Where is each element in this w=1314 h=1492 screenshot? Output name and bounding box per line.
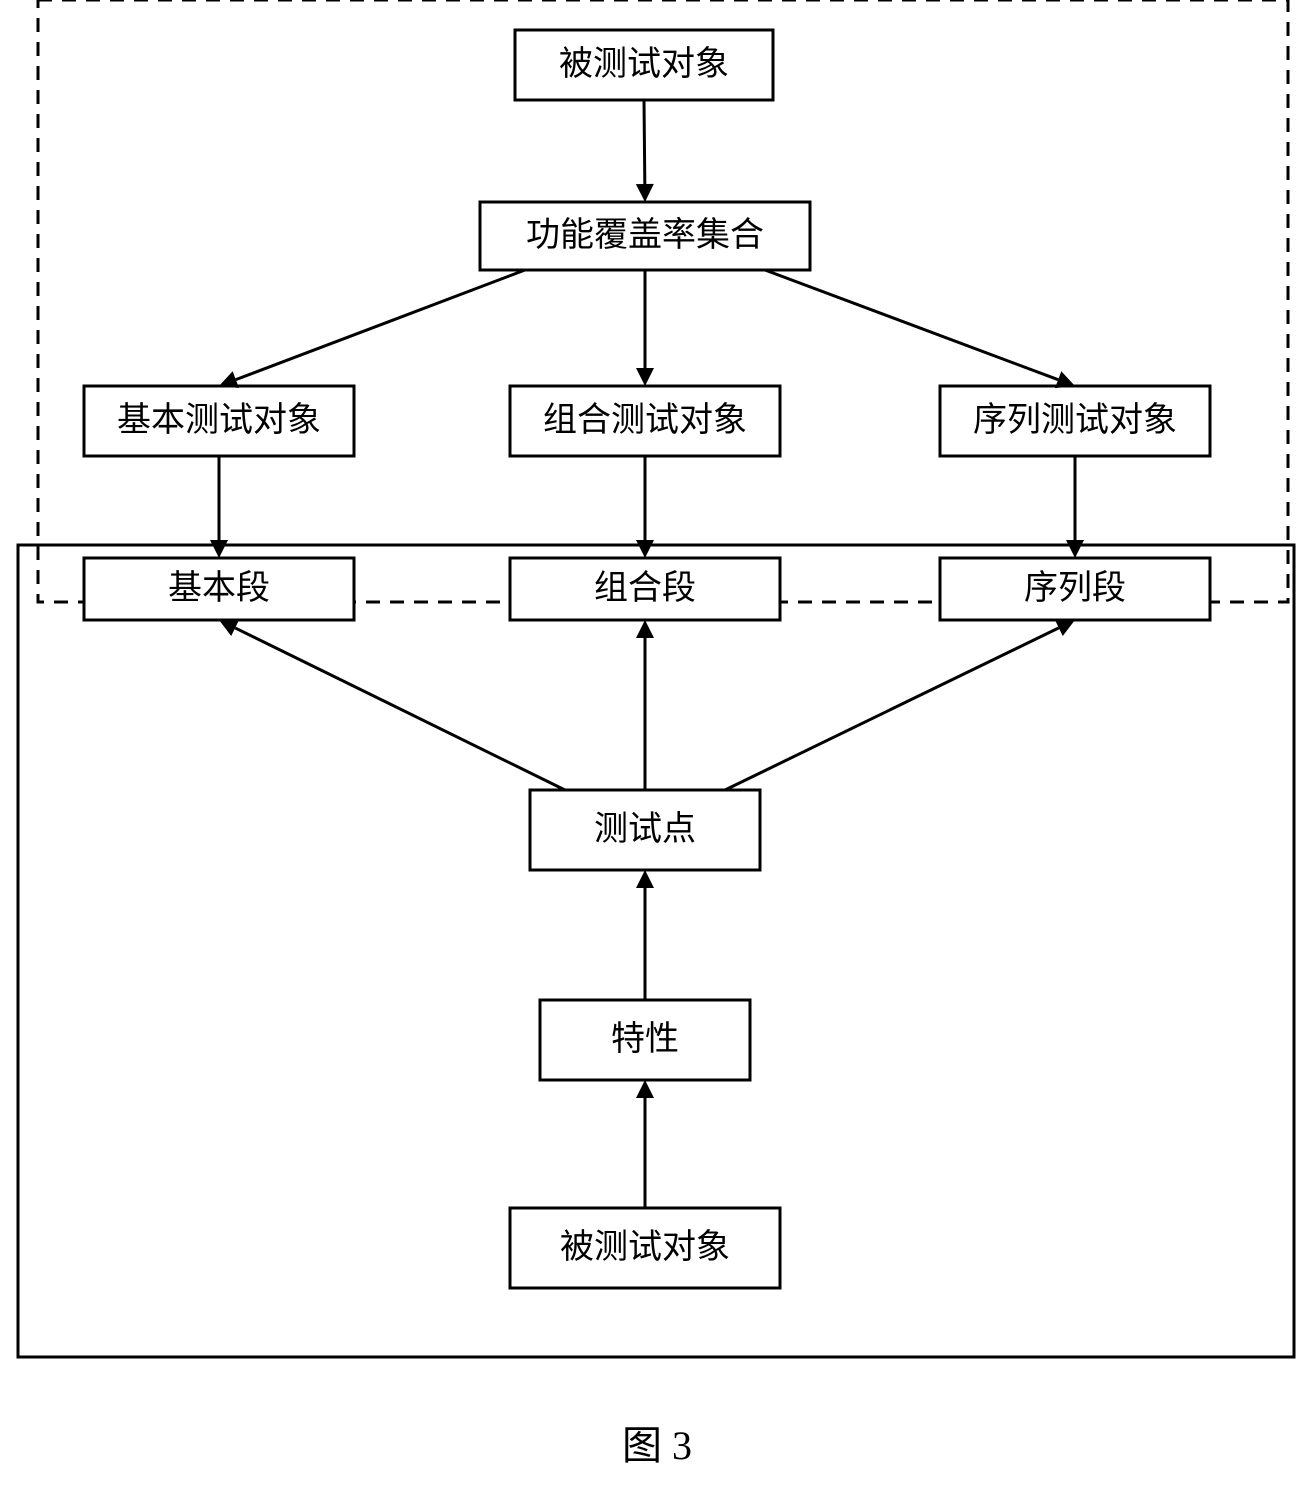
node-label: 被测试对象 — [559, 45, 729, 83]
node-label: 组合测试对象 — [543, 401, 747, 439]
node-label: 组合段 — [594, 569, 696, 607]
node-coverage: 功能覆盖率集合 — [480, 202, 810, 270]
node-basicObj: 基本测试对象 — [84, 386, 354, 456]
node-bottom: 被测试对象 — [510, 1208, 780, 1288]
arrow-line — [644, 100, 645, 184]
node-seqSeg: 序列段 — [940, 558, 1210, 620]
node-seqObj: 序列测试对象 — [940, 386, 1210, 456]
node-label: 特性 — [611, 1020, 679, 1058]
node-label: 被测试对象 — [560, 1228, 730, 1266]
node-top: 被测试对象 — [515, 30, 773, 100]
node-property: 特性 — [540, 1000, 750, 1080]
node-basicSeg: 基本段 — [84, 558, 354, 620]
node-testPoint: 测试点 — [530, 790, 760, 870]
node-label: 序列测试对象 — [973, 401, 1177, 439]
node-label: 序列段 — [1024, 569, 1126, 607]
node-label: 测试点 — [594, 810, 696, 848]
node-comboSeg: 组合段 — [510, 558, 780, 620]
node-label: 功能覆盖率集合 — [526, 216, 764, 254]
node-label: 基本测试对象 — [117, 401, 321, 439]
figure-caption: 图 3 — [622, 1423, 692, 1468]
node-label: 基本段 — [168, 569, 270, 607]
node-comboObj: 组合测试对象 — [510, 386, 780, 456]
